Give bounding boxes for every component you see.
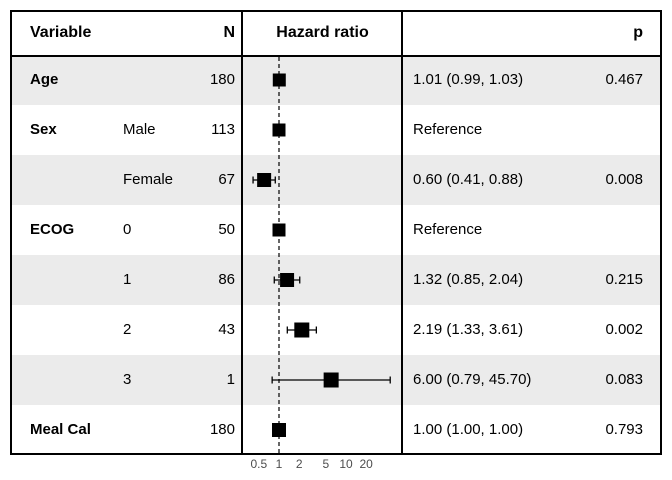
row-hr-ci-text: 0.60 (0.41, 0.88) — [413, 171, 524, 188]
row-hr-ci-text: 2.19 (1.33, 3.61) — [413, 321, 524, 338]
column-separator-left — [241, 10, 243, 455]
row-n-value: 86 — [218, 271, 235, 288]
hr-point-estimate-box — [280, 273, 295, 287]
hr-point-estimate-box — [272, 423, 286, 437]
row-level-label: Male — [123, 121, 156, 138]
column-header-variable: Variable — [30, 24, 92, 41]
row-level-label: 0 — [123, 221, 132, 238]
x-axis-tick-label: 2 — [295, 457, 303, 471]
row-n-value: 50 — [218, 221, 235, 238]
row-p-value: 0.215 — [605, 271, 643, 288]
header-divider-line — [10, 55, 662, 57]
row-stripe — [11, 255, 661, 305]
row-p-value: 0.008 — [605, 171, 643, 188]
row-stripe — [11, 55, 661, 105]
row-n-value: 113 — [211, 121, 235, 138]
row-stripe — [11, 155, 661, 205]
row-hr-ci-text: Reference — [413, 121, 483, 138]
column-header-p: p — [633, 24, 643, 41]
row-variable-label: Age — [30, 71, 59, 88]
row-hr-ci-text: 1.01 (0.99, 1.03) — [413, 71, 524, 88]
row-p-value — [563, 105, 643, 155]
x-axis-tick-label: 10 — [339, 457, 353, 471]
row-level-label: 3 — [123, 371, 132, 388]
row-hr-ci-text: Reference — [413, 221, 483, 238]
hazard-ratio-plot — [252, 57, 391, 453]
row-p-value: 0.083 — [605, 371, 643, 388]
row-p-value: 0.002 — [605, 321, 643, 338]
row-hr-ci-text: 1.00 (1.00, 1.00) — [413, 421, 524, 438]
row-level-label: 1 — [123, 271, 132, 288]
row-n-value: 180 — [209, 71, 235, 88]
row-hr-ci-text: 6.00 (0.79, 45.70) — [413, 371, 532, 388]
hr-point-estimate-box — [272, 73, 286, 87]
hr-point-estimate-box — [257, 173, 272, 187]
row-n-value: 180 — [209, 421, 235, 438]
row-n-value: 1 — [226, 371, 235, 388]
row-hr-ci-text: 1.32 (0.85, 2.04) — [413, 271, 524, 288]
column-header-hazard-ratio: Hazard ratio — [276, 24, 369, 41]
row-p-value: 0.793 — [605, 421, 643, 438]
hr-point-estimate-box — [294, 322, 310, 338]
x-axis-tick-label: 5 — [322, 457, 330, 471]
x-axis-tick-label: 20 — [359, 457, 373, 471]
row-variable-label: ECOG — [30, 221, 75, 238]
row-variable-label: Meal Cal — [30, 421, 91, 438]
hr-point-estimate-box — [323, 372, 339, 388]
row-n-value: 67 — [218, 171, 235, 188]
column-header-n: N — [223, 24, 235, 41]
x-axis-tick-label: 1 — [275, 457, 283, 471]
row-level-label: Female — [123, 171, 174, 188]
x-axis-tick-label: 0.5 — [250, 457, 268, 471]
row-level-label: 2 — [123, 321, 132, 338]
row-n-value: 43 — [218, 321, 235, 338]
hr-point-estimate-box — [272, 123, 286, 137]
table-frame — [10, 10, 662, 455]
hr-point-estimate-box — [272, 223, 286, 237]
row-p-value — [563, 205, 643, 255]
row-variable-label: Sex — [30, 121, 57, 138]
column-separator-right — [401, 10, 403, 455]
row-p-value: 0.467 — [605, 71, 643, 88]
